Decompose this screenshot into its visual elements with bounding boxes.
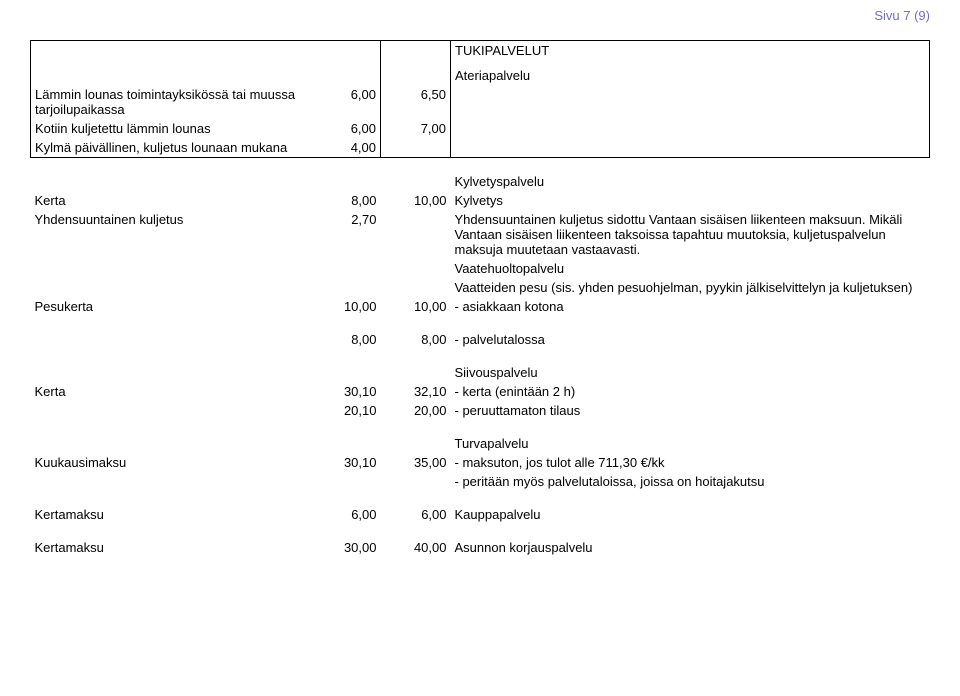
row-value-2: 10,00 — [381, 297, 451, 316]
row-value-1: 2,70 — [311, 210, 381, 259]
row-desc — [451, 119, 930, 138]
row-desc: Asunnon korjauspalvelu — [451, 538, 930, 557]
row-label: Kerta — [31, 382, 311, 401]
vaatehuolto-heading: Vaatehuoltopalvelu — [451, 259, 930, 278]
row-label: Kerta — [31, 191, 311, 210]
row-desc: - peritään myös palvelutaloissa, joissa … — [451, 472, 930, 491]
row-desc — [451, 85, 930, 119]
row-value-1: 6,00 — [311, 85, 381, 119]
cell-empty — [311, 41, 381, 61]
row-value-1: 4,00 — [311, 138, 381, 158]
siivouspalvelu-heading: Siivouspalvelu — [451, 363, 930, 382]
row-label: Kertamaksu — [31, 538, 311, 557]
row-value-1: 30,10 — [311, 382, 381, 401]
row-desc: - kerta (enintään 2 h) — [451, 382, 930, 401]
row-label: Kylmä päivällinen, kuljetus lounaan muka… — [31, 138, 311, 158]
row-value-1: 6,00 — [311, 119, 381, 138]
document-page: Sivu 7 (9) TUKIPALVELUT Ateriapalvelu Lä… — [0, 0, 960, 696]
row-desc: Kauppapalvelu — [451, 505, 930, 524]
row-value-1: 8,00 — [311, 191, 381, 210]
pricing-table: TUKIPALVELUT Ateriapalvelu Lämmin lounas… — [30, 40, 930, 557]
row-desc: Kylvetys — [451, 191, 930, 210]
row-label: Kotiin kuljetettu lämmin lounas — [31, 119, 311, 138]
row-value-2: 7,00 — [381, 119, 451, 138]
kylvetyspalvelu-heading: Kylvetyspalvelu — [451, 172, 930, 191]
row-value-1: 20,10 — [311, 401, 381, 420]
row-label: Kertamaksu — [31, 505, 311, 524]
row-value-2 — [381, 210, 451, 259]
row-label: Yhdensuuntainen kuljetus — [31, 210, 311, 259]
row-value-2: 6,50 — [381, 85, 451, 119]
row-label: Kuukausimaksu — [31, 453, 311, 472]
row-value-2: 8,00 — [381, 330, 451, 349]
ateriapalvelu-heading: Ateriapalvelu — [451, 60, 930, 85]
row-value-2 — [381, 138, 451, 158]
row-value-2: 40,00 — [381, 538, 451, 557]
cell-empty — [31, 41, 311, 61]
row-desc: - palvelutalossa — [451, 330, 930, 349]
row-desc: Yhdensuuntainen kuljetus sidottu Vantaan… — [451, 210, 930, 259]
page-number: Sivu 7 (9) — [874, 8, 930, 23]
row-label — [31, 401, 311, 420]
row-value-1: 10,00 — [311, 297, 381, 316]
row-label: Lämmin lounas toimintayksikössä tai muus… — [31, 85, 311, 119]
row-value-1: 8,00 — [311, 330, 381, 349]
row-value-2: 10,00 — [381, 191, 451, 210]
row-value-2: 32,10 — [381, 382, 451, 401]
cell-empty — [381, 41, 451, 61]
turvapalvelu-heading: Turvapalvelu — [451, 434, 930, 453]
row-label — [31, 330, 311, 349]
row-value-2: 6,00 — [381, 505, 451, 524]
row-value-2: 35,00 — [381, 453, 451, 472]
row-label: Pesukerta — [31, 297, 311, 316]
row-value-1: 30,00 — [311, 538, 381, 557]
row-desc: - asiakkaan kotona — [451, 297, 930, 316]
row-value-1: 30,10 — [311, 453, 381, 472]
row-value-1: 6,00 — [311, 505, 381, 524]
vaatehuolto-text: Vaatteiden pesu (sis. yhden pesuohjelman… — [451, 278, 930, 297]
row-value-2: 20,00 — [381, 401, 451, 420]
row-desc — [451, 138, 930, 158]
row-desc: - peruuttamaton tilaus — [451, 401, 930, 420]
row-desc: - maksuton, jos tulot alle 711,30 €/kk — [451, 453, 930, 472]
tukipalvelut-heading: TUKIPALVELUT — [451, 41, 930, 61]
